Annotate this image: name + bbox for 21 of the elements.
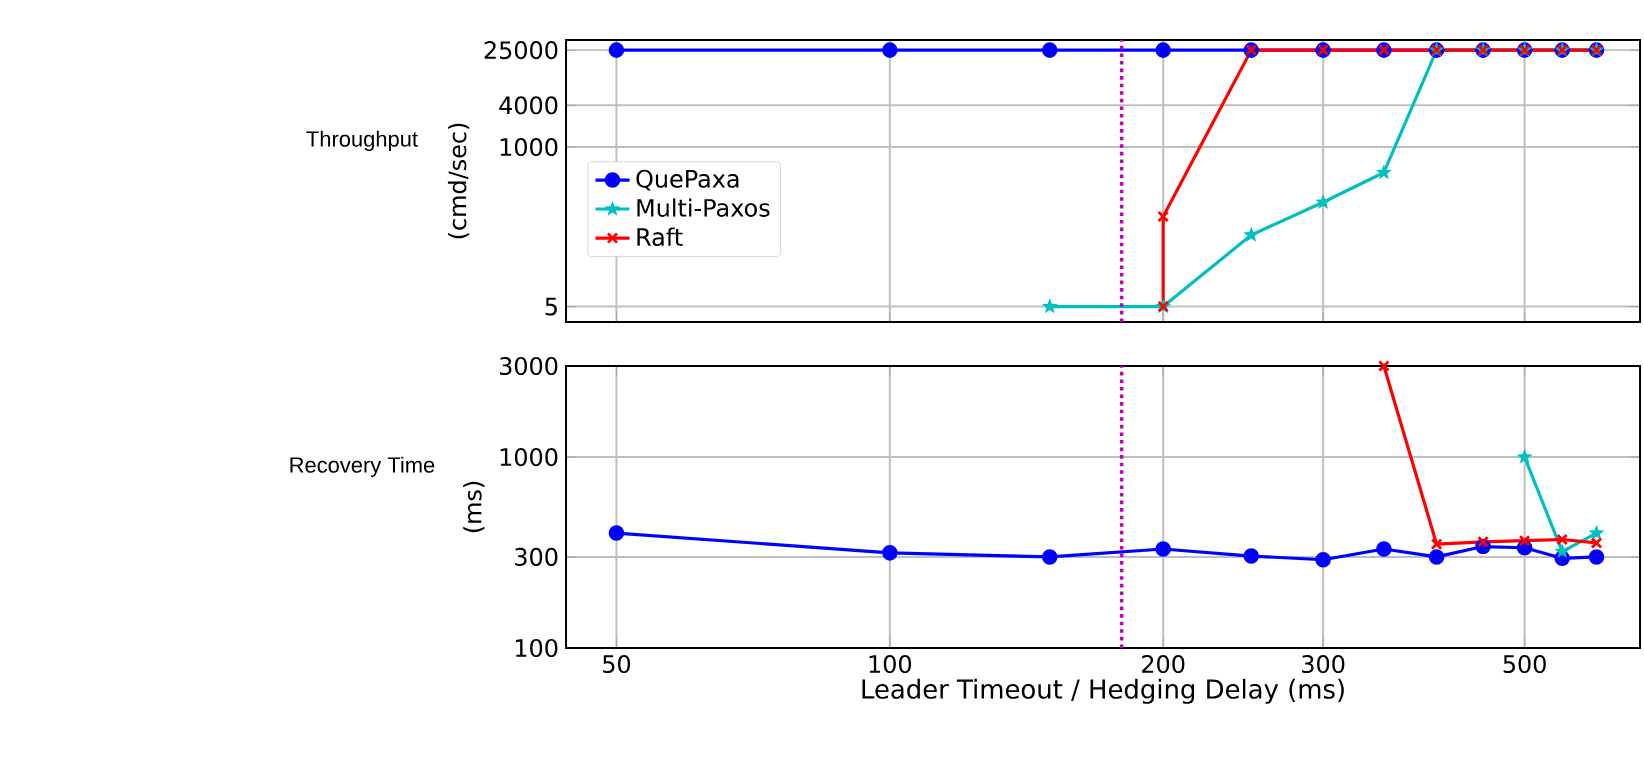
- y-axis-title: (ms): [463, 481, 485, 533]
- legend-label: Multi-Paxos: [637, 198, 770, 217]
- y-tick-label: 300: [515, 547, 558, 566]
- legend-label: Raft: [637, 227, 683, 247]
- y-tick-label: 1000: [500, 138, 558, 157]
- y-tick-label: 3000: [499, 356, 558, 376]
- text: Throughput: [306, 130, 418, 152]
- y-tick-label: 4000: [499, 96, 558, 115]
- x-tick-label: 50: [603, 655, 631, 674]
- y-tick-label: 5: [545, 297, 557, 316]
- y-tick-label: 1000: [500, 448, 558, 467]
- y-tick-label: 100: [515, 638, 558, 658]
- x-tick-label: 100: [869, 655, 912, 674]
- x-tick-label: 300: [1302, 655, 1345, 674]
- x-tick-label: 500: [1503, 655, 1546, 674]
- y-axis-title: (cmd/sec): [447, 123, 470, 239]
- x-tick-label: 200: [1142, 655, 1185, 674]
- y-tick-label: 25000: [484, 41, 558, 60]
- x-axis-title: Leader Timeout / Hedging Delay (ms): [862, 678, 1344, 704]
- text: Recovery Time: [290, 456, 435, 478]
- legend-label: QuePaxa: [636, 169, 739, 191]
